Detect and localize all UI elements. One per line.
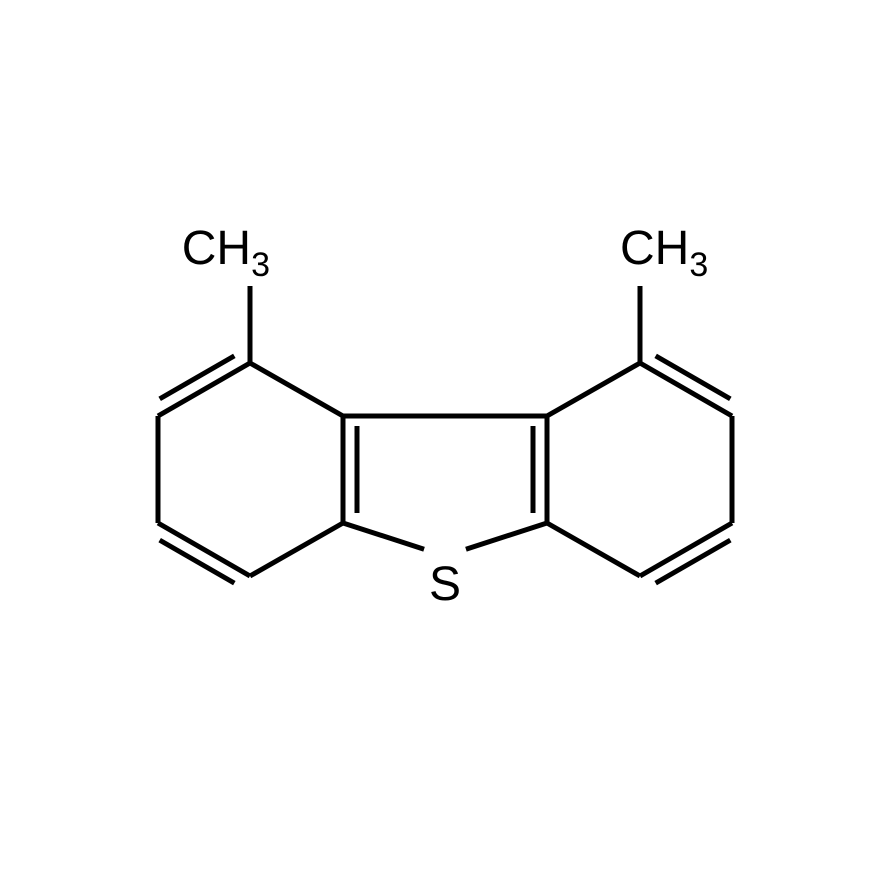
methyl-label: CH3 bbox=[182, 222, 270, 284]
bond-line bbox=[250, 523, 343, 576]
molecule-diagram: S CH3 CH3 bbox=[0, 0, 890, 890]
methyl-label: CH3 bbox=[620, 222, 708, 284]
bond-line bbox=[343, 523, 424, 549]
bond-line bbox=[547, 363, 640, 416]
bond-line bbox=[250, 363, 343, 416]
bond-line bbox=[547, 523, 640, 576]
atom-label-sulfur: S bbox=[429, 558, 461, 611]
bond-line bbox=[466, 523, 547, 549]
